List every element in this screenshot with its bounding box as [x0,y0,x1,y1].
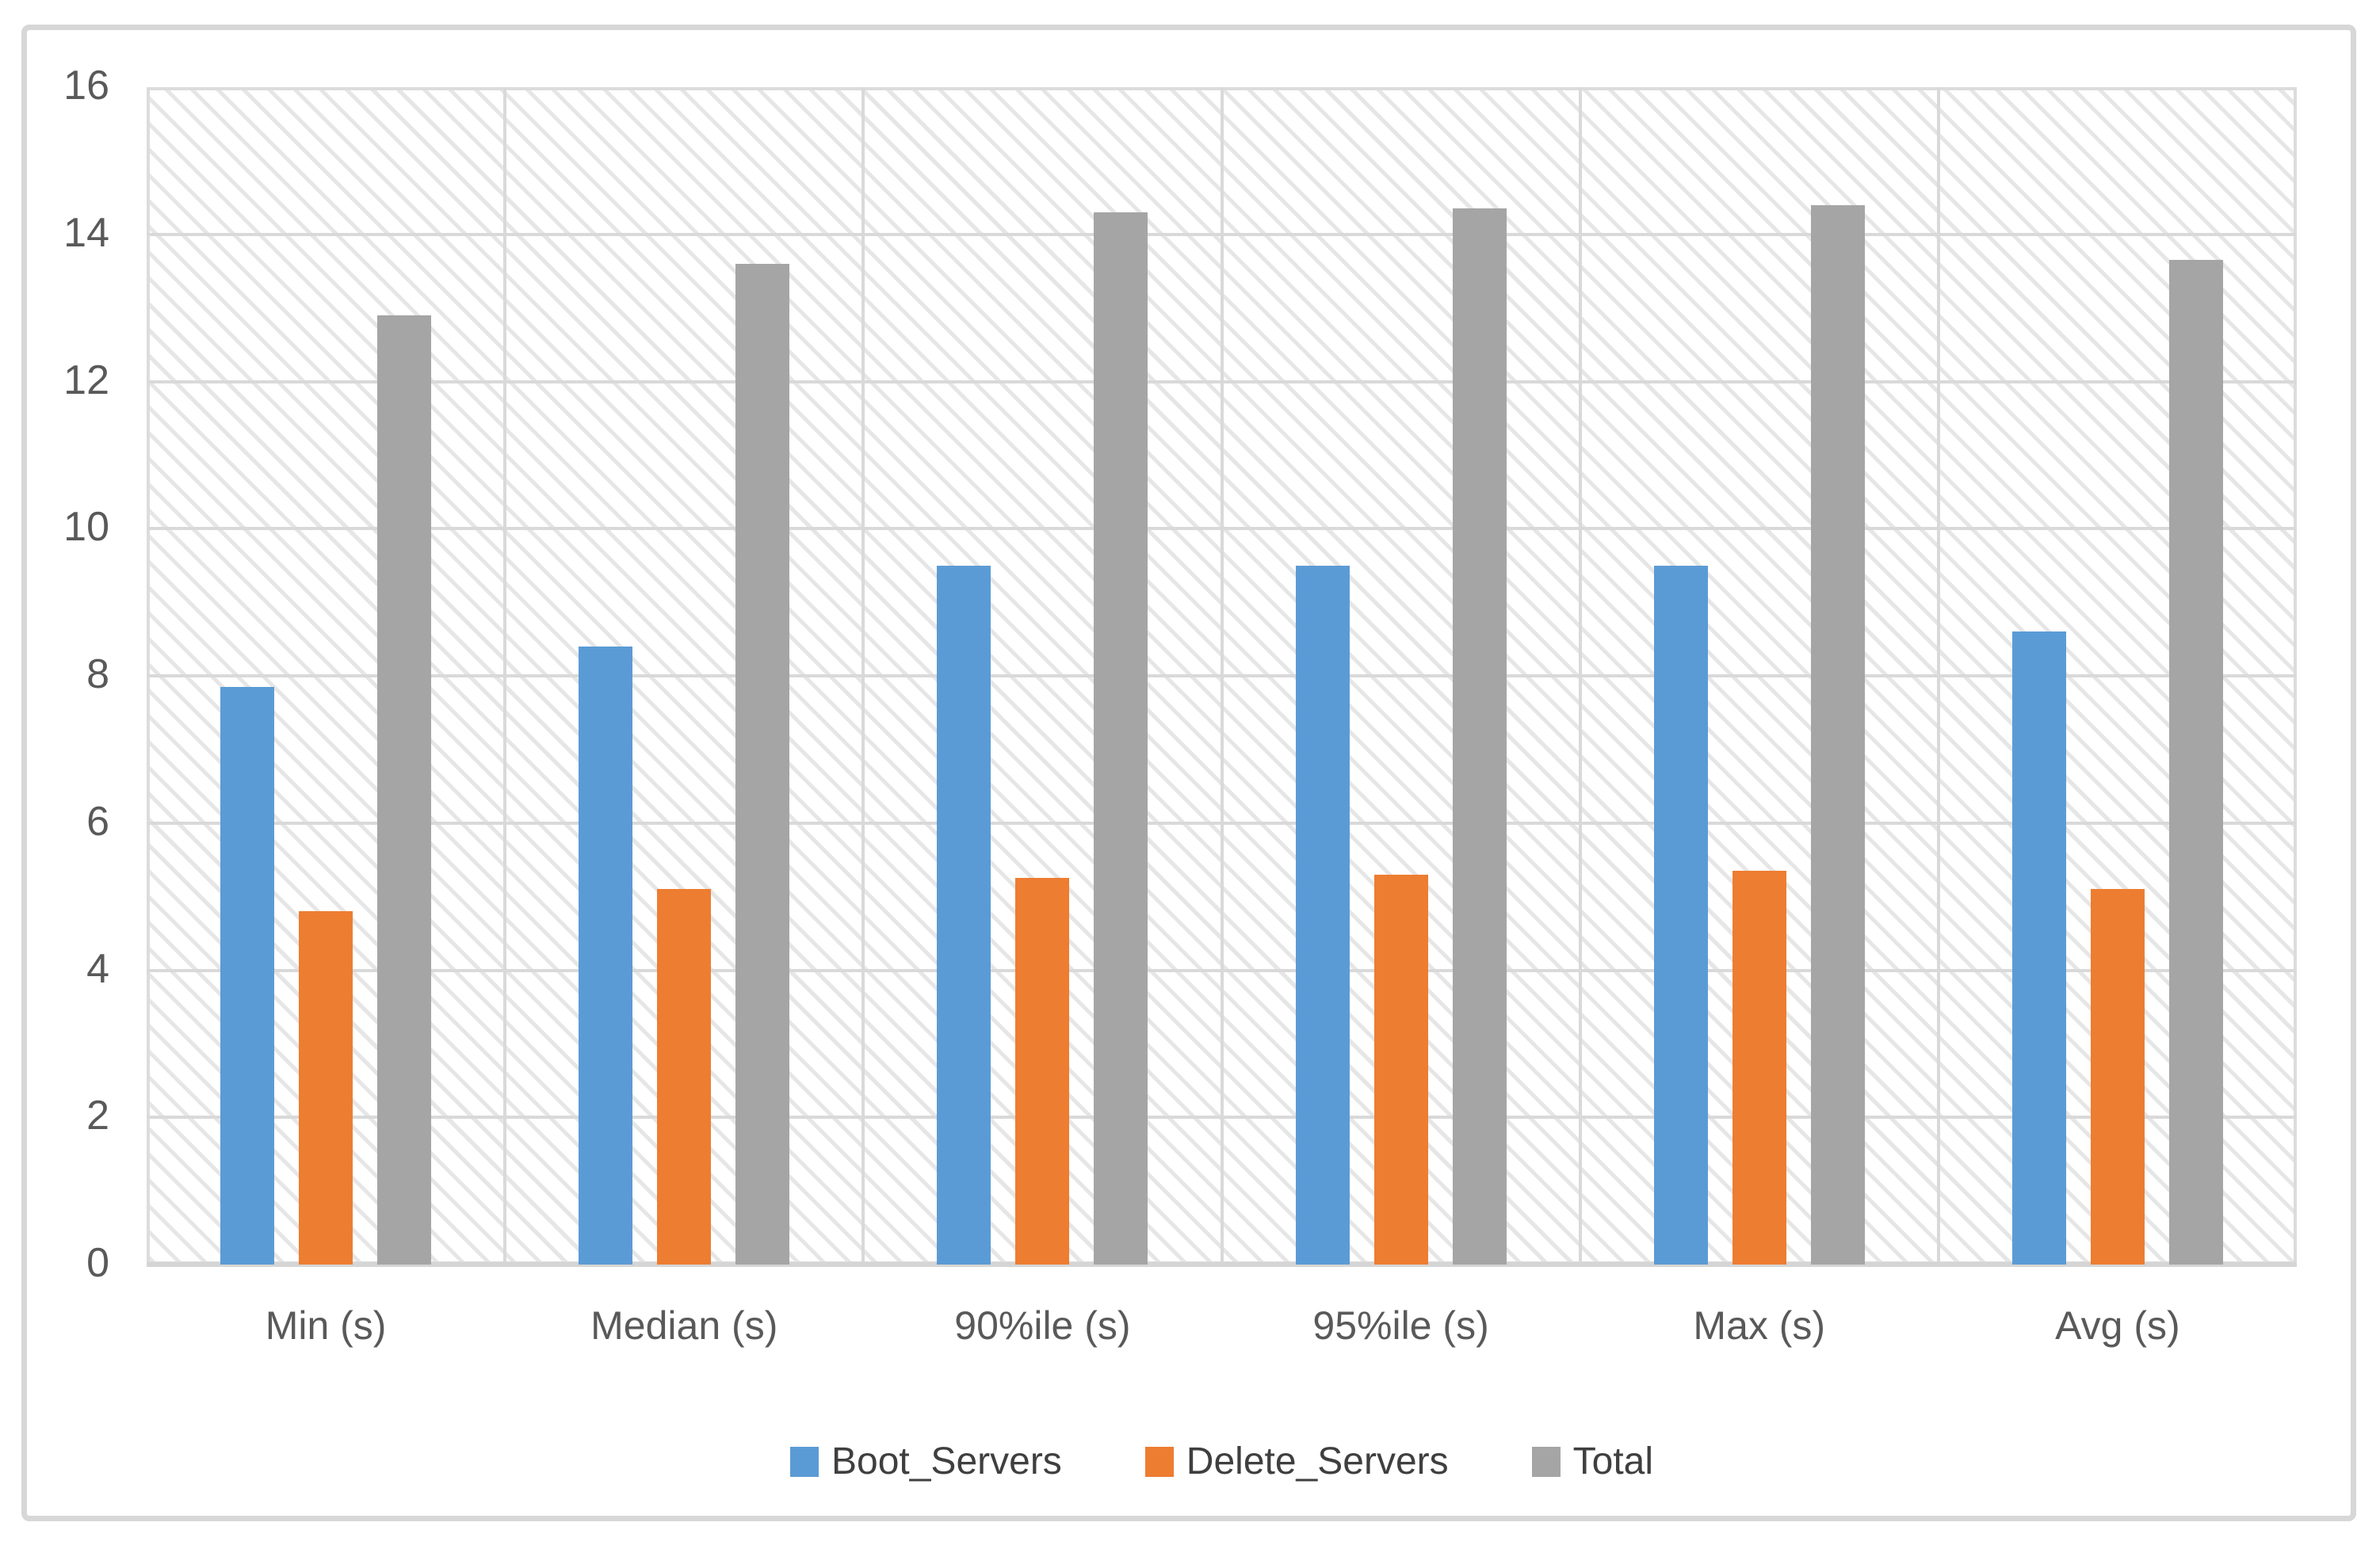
bar-delete_servers-3 [1015,878,1070,1265]
bar-delete_servers-1 [299,911,353,1265]
legend-label: Delete_Servers [1186,1440,1449,1482]
y-tick-label: 2 [86,1093,109,1139]
y-tick-label: 12 [63,357,109,403]
x-category-label: 95%ile (s) [1312,1303,1489,1348]
bar-total-5 [1810,204,1865,1265]
y-tick-label: 10 [63,504,109,551]
bar-boot_servers-5 [1653,565,1708,1265]
x-category-label: 90%ile (s) [954,1303,1131,1348]
bar-delete_servers-5 [1732,871,1786,1265]
bar-delete_servers-2 [657,889,712,1265]
y-tick-label: 0 [86,1239,109,1286]
legend-label: Boot_Servers [831,1440,1062,1482]
vertical-gridline [1578,87,1582,1265]
bar-delete_servers-4 [1373,874,1428,1265]
y-tick-label: 8 [86,651,109,697]
bar-delete_servers-6 [2090,889,2145,1265]
bar-total-4 [1452,208,1507,1265]
bar-total-3 [1094,212,1148,1265]
legend-swatch-icon [789,1447,819,1477]
y-tick-label: 4 [86,945,109,992]
legend-item-boot_servers: Boot_Servers [789,1440,1062,1482]
bar-boot_servers-3 [937,565,991,1265]
y-tick-label: 6 [86,798,109,845]
vertical-gridline [1220,87,1224,1265]
vertical-gridline [861,87,865,1265]
legend-item-total: Total [1531,1440,1654,1482]
x-axis-line [147,1262,2297,1267]
legend-swatch-icon [1531,1447,1561,1477]
legend-swatch-icon [1144,1447,1174,1477]
y-tick-label: 14 [63,209,109,256]
vertical-gridline [503,87,507,1265]
x-category-label: Max (s) [1693,1303,1826,1348]
bar-boot_servers-1 [220,686,275,1265]
bar-boot_servers-6 [2011,631,2066,1265]
bar-boot_servers-2 [579,646,633,1265]
x-category-label: Median (s) [590,1303,778,1348]
legend-item-delete_servers: Delete_Servers [1144,1440,1449,1482]
bar-total-6 [2168,260,2223,1265]
y-tick-label: 16 [63,62,109,109]
x-category-label: Min (s) [265,1303,387,1348]
bar-boot_servers-4 [1295,565,1350,1265]
x-category-label: Avg (s) [2055,1303,2180,1348]
bar-total-1 [377,315,432,1265]
vertical-gridline [1936,87,1940,1265]
legend: Boot_Servers Delete_Servers Total [147,1430,2297,1494]
legend-label: Total [1572,1440,1654,1482]
bar-total-2 [735,263,790,1265]
